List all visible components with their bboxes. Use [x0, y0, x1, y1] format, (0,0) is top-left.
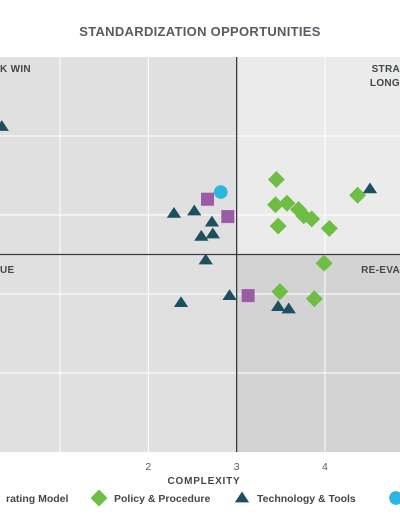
quadrant-label-top-right-line1: STRA [372, 64, 400, 75]
data-point-technology-6 [194, 229, 209, 241]
data-point-policy-1 [267, 171, 285, 188]
x-tick-label: 4 [322, 461, 328, 473]
data-point-policy-3 [278, 194, 296, 212]
quadrant-bottom-left [0, 254, 237, 452]
data-point-operating-model-3 [241, 289, 255, 303]
quadrant-bottom-right [236, 254, 400, 452]
quadrant-top-left [0, 57, 237, 255]
data-point-policy-11 [305, 290, 323, 308]
legend-label-operating-model: rating Model [6, 493, 68, 505]
data-point-policy-7 [269, 217, 287, 235]
quadrant-label-bottom-right: RE-EVA [361, 265, 400, 276]
data-point-technology-10 [270, 300, 286, 312]
quadrant-label-top-left: K WIN [0, 64, 31, 75]
data-point-technology-4 [204, 215, 220, 227]
x-tick-labels: 2 3 4 [145, 461, 328, 473]
legend-label-technology: Technology & Tools [257, 493, 356, 505]
quadrant-label-bottom-left: UE [0, 265, 15, 276]
quadrant-labels: K WIN STRA LONG UE RE-EVA [0, 64, 400, 276]
data-point-technology-11 [281, 302, 296, 314]
legend-label-policy: Policy & Procedure [114, 493, 210, 505]
data-point-technology-8 [173, 296, 189, 308]
chart-title: STANDARDIZATION OPPORTUNITIES [79, 24, 321, 39]
quadrant-axes [0, 57, 400, 452]
x-axis-label: COMPLEXITY [167, 476, 240, 487]
data-point-policy-9 [315, 254, 333, 272]
quadrant-backgrounds [0, 57, 400, 452]
x-tick-label: 2 [145, 461, 151, 473]
legend-marker-technology [234, 491, 250, 503]
legend-marker-policy [90, 489, 108, 507]
data-point-technology-1 [0, 120, 9, 131]
data-point-operating-model-1 [201, 192, 215, 206]
data-point-technology-3 [187, 204, 202, 216]
data-point-policy-10 [271, 283, 289, 301]
data-point-policy-2 [267, 196, 284, 214]
data-point-technology-2 [166, 206, 182, 218]
legend-marker-fourth [389, 491, 400, 505]
data-point-technology-9 [222, 289, 237, 300]
legend: rating Model Policy & Procedure Technology… [6, 489, 400, 507]
data-point-fourth-1 [213, 185, 228, 199]
data-point-operating-model-2 [221, 210, 235, 224]
data-point-policy-6 [303, 210, 321, 228]
data-point-policy-8 [320, 219, 338, 237]
quadrant-label-top-right-line2: LONG [370, 78, 400, 89]
data-point-technology-7 [198, 253, 213, 265]
x-tick-label: 3 [234, 461, 240, 473]
quadrant-top-right [236, 57, 400, 255]
data-point-policy-4 [290, 201, 307, 218]
data-point-policy-12 [349, 186, 367, 204]
data-point-technology-5 [205, 227, 220, 239]
data-point-technology-12 [362, 182, 378, 194]
data-points [0, 120, 378, 314]
